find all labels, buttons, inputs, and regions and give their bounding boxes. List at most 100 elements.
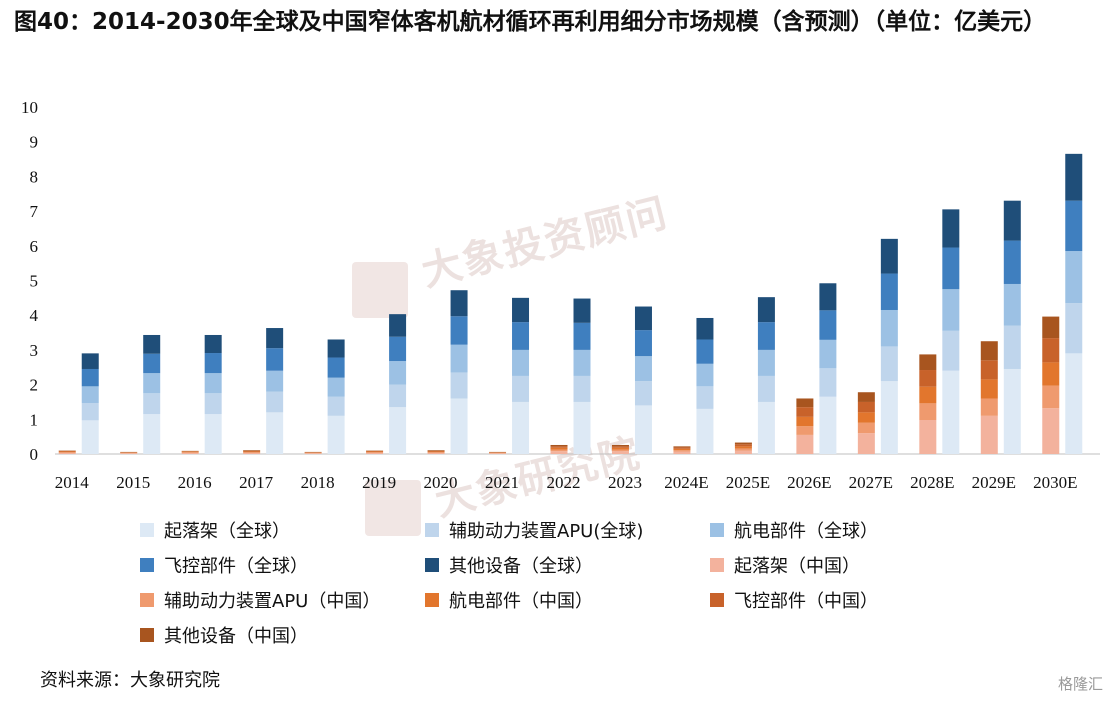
legend-item: 航电部件（中国） [425, 587, 593, 613]
bar-segment [1003, 368, 1021, 454]
bar-segment [58, 450, 76, 452]
bar-segment [58, 452, 76, 454]
bar-segment [204, 373, 222, 394]
bar-segment [611, 451, 629, 454]
bar-segment [734, 444, 752, 447]
bar-segment [857, 422, 875, 434]
bar-segment [366, 450, 384, 452]
bar-segment [204, 414, 222, 454]
bar-segment [266, 370, 284, 392]
bar-segment [980, 398, 998, 416]
bar-segment [819, 310, 837, 340]
bar-segment [1042, 385, 1060, 409]
legend-label: 其他设备（全球） [449, 556, 593, 577]
legend-swatch [140, 523, 154, 537]
legend-label: 起落架（中国） [734, 556, 860, 577]
legend-item: 起落架（全球） [140, 517, 290, 543]
stacked-bar-chart: 0 1 2 3 4 5 6 7 8 9 10 2014 2015 2016 2017 2018 2019 2020… [21, 98, 1100, 492]
bar-segment [880, 309, 898, 347]
chart-title: 图40：2014-2030年全球及中国窄体客机航材循环再利用细分市场规模（含预测… [14, 9, 1047, 35]
legend-label: 起落架（全球） [164, 521, 290, 542]
x-tick-label: 2017 [239, 473, 274, 492]
bar-segment [919, 354, 937, 371]
x-tick-label: 2019 [362, 473, 396, 492]
bar-segment [757, 375, 775, 402]
bar-segment [389, 336, 407, 362]
bar-segment [450, 290, 468, 317]
bar-segment [1065, 251, 1083, 304]
bar-segment [734, 450, 752, 454]
bar-segment [673, 451, 691, 454]
y-tick-label: 0 [30, 445, 39, 464]
legend-swatch [425, 593, 439, 607]
legend-item: 飞控部件（中国） [710, 587, 878, 613]
bar-segment [757, 401, 775, 454]
bar-segment [1042, 362, 1060, 386]
bar-segment [857, 412, 875, 423]
bar-segment [512, 401, 530, 454]
bar-segment [327, 357, 345, 378]
bar-segment [1042, 338, 1060, 363]
bar-segment [243, 450, 261, 452]
legend-swatch [710, 558, 724, 572]
bar-segment [1003, 240, 1021, 284]
bar-segment [550, 451, 568, 454]
y-tick-label: 2 [30, 376, 39, 395]
bar-segment [919, 403, 937, 420]
bar-segment [550, 449, 568, 452]
bar-segment [550, 446, 568, 448]
bar-segment [1042, 408, 1060, 454]
bar-segment [919, 370, 937, 387]
bar-segment [550, 447, 568, 450]
x-tick-label: 2022 [547, 473, 581, 492]
source-note: 资料来源：大象研究院 [40, 670, 220, 691]
bar-segment [919, 419, 937, 454]
bar-segment [573, 298, 591, 323]
bar-segment [266, 328, 284, 349]
bar-segment [734, 448, 752, 451]
bar-segment [266, 412, 284, 454]
bar-segment [81, 402, 99, 421]
bar-segment [857, 433, 875, 454]
bar-segment [1003, 283, 1021, 326]
bar-segment [266, 391, 284, 413]
bar-segment [1065, 200, 1083, 252]
bar-segment [512, 349, 530, 376]
bar-segment [204, 353, 222, 374]
bar-segment [1003, 325, 1021, 369]
bar-segment [389, 314, 407, 337]
y-tick-label: 10 [21, 98, 38, 117]
bar-segment [366, 452, 384, 453]
y-tick-label: 7 [30, 202, 39, 221]
bar-segment [880, 273, 898, 310]
bar-segment [942, 209, 960, 248]
bar-segment [980, 415, 998, 454]
bar-segment [880, 381, 898, 454]
bar-segment [120, 453, 138, 454]
bar-segment [489, 453, 507, 454]
legend-item: 飞控部件（全球） [140, 552, 308, 578]
bar-segment [450, 344, 468, 373]
bar-segment [796, 416, 814, 427]
bar-segment [243, 452, 261, 454]
bar-segment [243, 452, 261, 453]
bar-segment [573, 322, 591, 350]
bar-segment [980, 379, 998, 399]
legend-item: 辅助动力装置APU（中国） [140, 587, 380, 613]
bar-segment [757, 322, 775, 350]
bar-segment [980, 360, 998, 380]
bar-segment [81, 420, 99, 454]
bar-segment [696, 339, 714, 364]
bar-segment [757, 297, 775, 323]
bar-segment [673, 450, 691, 452]
bar-segment [204, 334, 222, 354]
bar-segment [143, 414, 161, 454]
x-tick-label: 2029E [972, 473, 1016, 492]
bar-segment [366, 451, 384, 453]
bar-segment [81, 386, 99, 403]
legend-swatch [140, 628, 154, 642]
bar-segment [757, 349, 775, 376]
bar-segment [573, 401, 591, 454]
bar-segment [389, 384, 407, 408]
bar-segment [796, 434, 814, 454]
